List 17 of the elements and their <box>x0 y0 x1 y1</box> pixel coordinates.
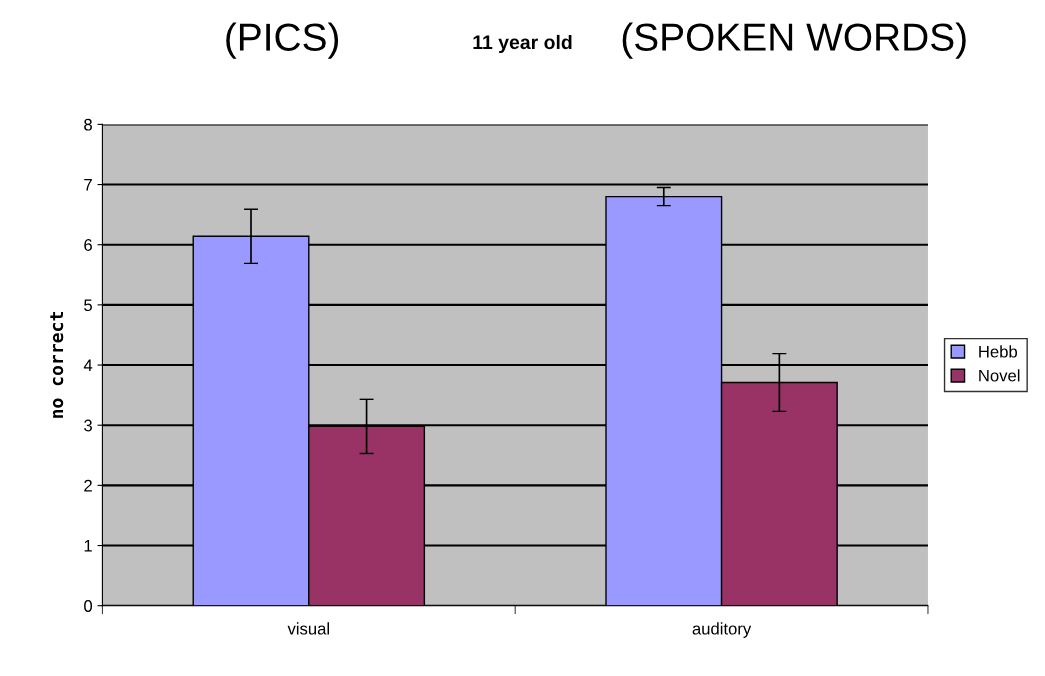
y-tick-label: 7 <box>84 179 92 191</box>
y-tick-label: 5 <box>84 299 92 312</box>
legend-label: Novel <box>979 369 1020 382</box>
y-tick-label: 3 <box>84 419 92 432</box>
y-tick-label: 4 <box>83 359 93 372</box>
text: (SPOKEN WORDS) <box>622 22 966 59</box>
y-tick-label: 2 <box>84 479 92 492</box>
y-tick-label: 0 <box>84 600 93 612</box>
chart-title: 11 year old <box>473 34 572 53</box>
y-tick-label: 1 <box>84 540 92 552</box>
y-tick-label: 6 <box>84 239 92 251</box>
y-tick-label: 8 <box>84 118 92 131</box>
x-tick-label: visual <box>287 622 329 635</box>
text: (PICS) <box>226 22 339 59</box>
x-tick-label: auditory <box>692 622 752 638</box>
legend-label: Hebb <box>979 345 1018 358</box>
y-axis-title: no correct <box>50 312 64 418</box>
